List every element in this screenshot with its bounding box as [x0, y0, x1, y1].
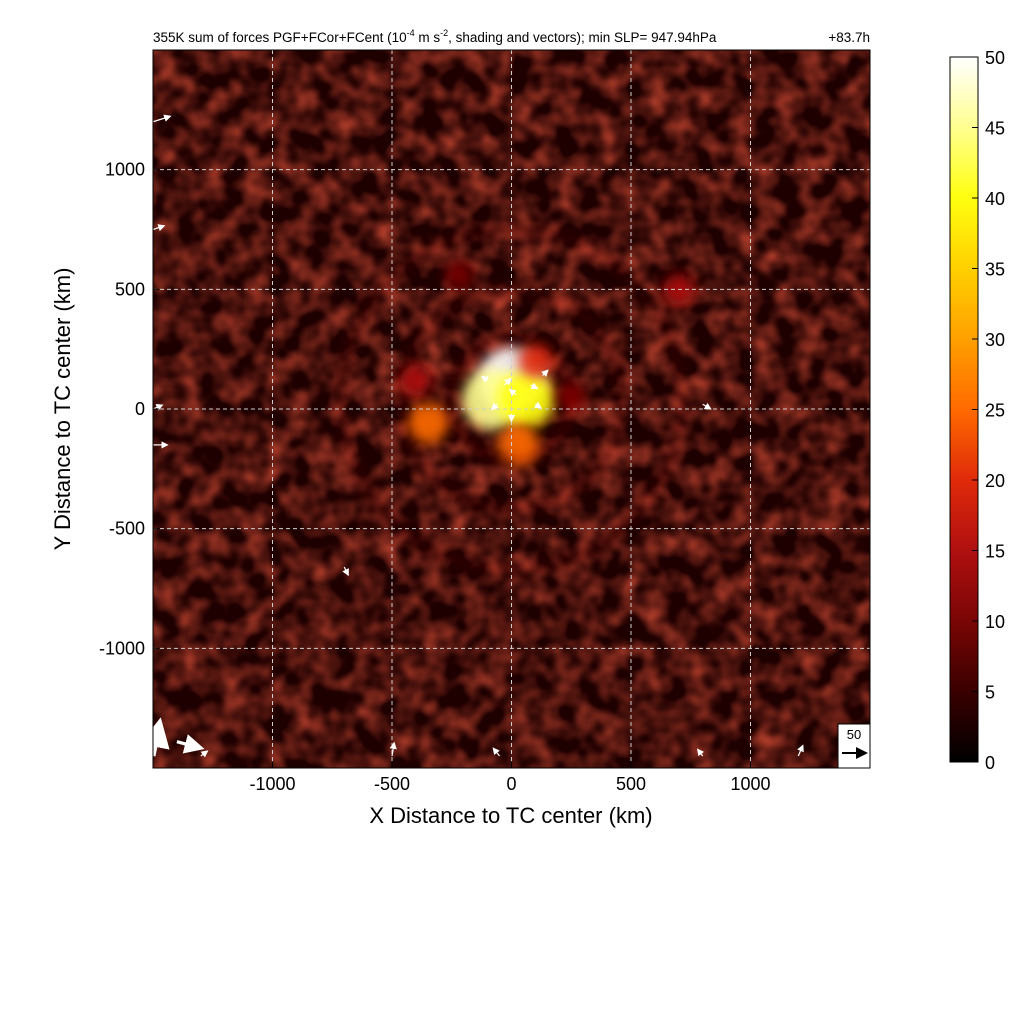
- colorbar-ticks: 0 5 10 15 20 25 30 35 40 45 50: [972, 48, 1005, 773]
- force-vector-2: [153, 114, 172, 123]
- force-vector-18: [492, 747, 501, 757]
- force-vector-1: [176, 734, 205, 754]
- intensity-feature-8: [444, 260, 473, 289]
- heatmap-plot-area: [153, 50, 870, 768]
- title-main: 355K sum of forces PGF+FCor+FCent (10: [153, 30, 407, 45]
- force-vector-6: [342, 566, 349, 577]
- y-tick-label-2: 0: [135, 399, 145, 419]
- intensity-feature-2: [497, 371, 554, 428]
- force-vector-11: [530, 382, 539, 390]
- intensity-feature-4: [407, 402, 449, 444]
- force-vector-13: [534, 401, 542, 409]
- y-axis-label: Y Distance to TC center (km): [50, 268, 75, 551]
- x-axis: -1000 -500 0 500 1000: [249, 762, 771, 794]
- colorbar-tick-label-5: 25: [985, 401, 1005, 421]
- force-vector-16: [481, 375, 489, 383]
- colorbar-tick-label-9: 45: [985, 119, 1005, 139]
- force-vector-12: [491, 402, 499, 411]
- x-tick-label-2: 0: [506, 774, 516, 794]
- intensity-feature-3: [498, 424, 540, 466]
- chart-title: 355K sum of forces PGF+FCor+FCent (10-4 …: [153, 28, 717, 45]
- colorbar-tick-label-3: 15: [985, 542, 1005, 562]
- force-vector-17: [797, 744, 804, 757]
- intensity-feature-5: [518, 344, 553, 379]
- colorbar-tick-label-1: 5: [985, 683, 995, 703]
- y-tick-label-1: -500: [109, 519, 145, 539]
- x-tick-label-3: 500: [616, 774, 646, 794]
- force-vector-15: [541, 369, 549, 377]
- force-vector-9: [503, 377, 512, 386]
- colorbar-tick-label-2: 10: [985, 612, 1005, 632]
- force-vector-20: [200, 750, 209, 758]
- force-vector-10: [508, 388, 517, 397]
- heatmap-features: [340, 227, 695, 571]
- colorbar: 0 5 10 15 20 25 30 35 40 45 50: [949, 48, 1005, 773]
- intensity-feature-6: [400, 364, 432, 396]
- forecast-time-label: +83.7h: [828, 30, 870, 45]
- force-vector-4: [153, 224, 166, 232]
- y-tick-label-0: -1000: [99, 638, 145, 658]
- force-vector-0: [153, 717, 170, 757]
- colorbar-tick-label-8: 40: [985, 189, 1005, 209]
- force-vectors: [153, 114, 804, 758]
- grid-lines: [153, 50, 870, 768]
- title-exponent-1: -4: [407, 28, 415, 38]
- x-tick-label-0: -1000: [249, 774, 295, 794]
- force-vector-19: [696, 748, 705, 757]
- y-tick-label-4: 1000: [105, 160, 145, 180]
- reference-vector-box: 50: [837, 723, 871, 769]
- colorbar-tick-label-4: 20: [985, 471, 1005, 491]
- colorbar-tick-label-0: 0: [985, 753, 995, 773]
- title-exponent-2: -2: [440, 28, 448, 38]
- title-tail: , shading and vectors); min SLP= 947.94h…: [448, 30, 717, 45]
- title-units: m s: [415, 30, 441, 45]
- colorbar-tick-label-7: 35: [985, 260, 1005, 280]
- force-vector-8: [389, 741, 397, 757]
- force-vector-7: [702, 402, 712, 410]
- reference-vector-label: 50: [847, 727, 861, 742]
- x-tick-label-4: 1000: [730, 774, 770, 794]
- colorbar-tick-label-6: 30: [985, 330, 1005, 350]
- y-axis: -1000 -500 0 500 1000: [99, 160, 159, 658]
- colorbar-tick-label-10: 50: [985, 48, 1005, 68]
- x-axis-label: X Distance to TC center (km): [369, 803, 652, 828]
- y-tick-label-3: 500: [115, 279, 145, 299]
- x-tick-label-1: -500: [374, 774, 410, 794]
